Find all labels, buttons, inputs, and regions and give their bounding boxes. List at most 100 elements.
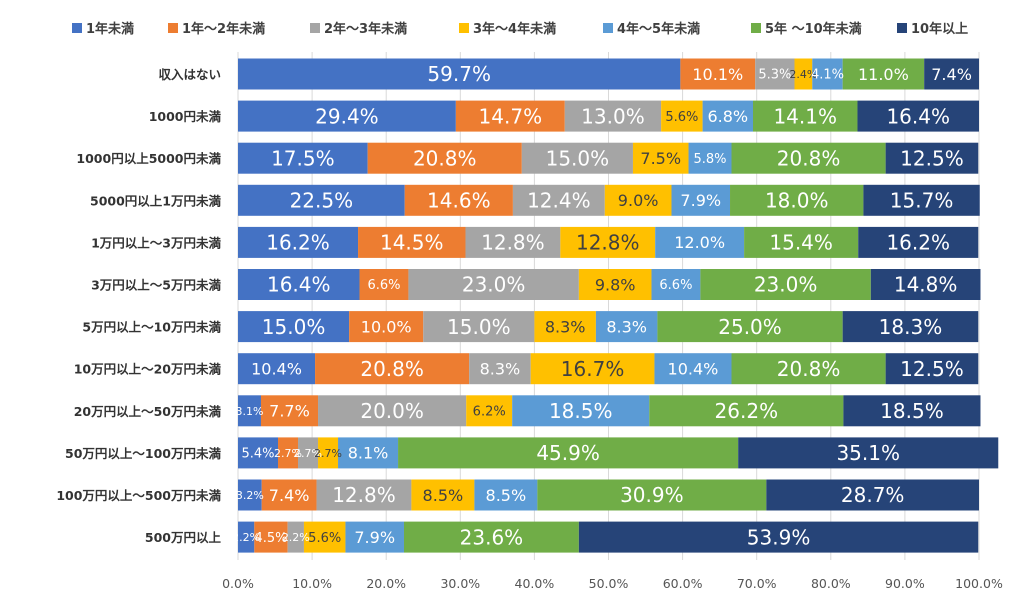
bar-value-label: 5.6%: [665, 110, 698, 125]
bar-segment: [752, 100, 858, 132]
bar-value-label: 8.1%: [348, 444, 389, 463]
x-tick-label: 30.0%: [440, 576, 480, 591]
bar-value-label: 15.0%: [447, 315, 511, 339]
bar-segment: [885, 353, 979, 385]
x-tick-label: 100.0%: [955, 576, 1003, 591]
bar-segment: [530, 353, 655, 385]
legend-swatch: [72, 23, 82, 33]
category-label: 5000円以上1万円未満: [90, 193, 221, 208]
category-label: 500万円以上: [145, 530, 222, 545]
bar-value-label: 8.5%: [486, 486, 527, 505]
bar-value-label: 4.5%: [254, 531, 287, 546]
category-label: 収入はない: [158, 67, 221, 82]
bar-value-label: 12.5%: [900, 357, 964, 381]
bar-value-label: 22.5%: [290, 189, 354, 213]
bar-value-label: 6.8%: [707, 107, 748, 126]
bar-value-label: 14.1%: [773, 104, 837, 128]
bar-segment: [403, 521, 579, 553]
x-tick-label: 50.0%: [589, 576, 629, 591]
bar-value-label: 2.7%: [274, 447, 302, 460]
bar-segment: [318, 437, 339, 469]
bar-segment: [298, 437, 319, 469]
bar-value-label: 16.2%: [266, 231, 330, 255]
bar-segment: [238, 395, 261, 427]
bar-segment: [238, 311, 350, 343]
legend-label: 2年～3年未満: [324, 21, 407, 37]
x-tick-label: 80.0%: [811, 576, 851, 591]
bar-segment: [238, 353, 316, 385]
category-label: 1万円以上～3万円未満: [91, 235, 221, 250]
category-label: 1000円未満: [149, 109, 222, 124]
bar-segment: [632, 142, 689, 174]
legend-swatch: [751, 23, 761, 33]
bar-value-label: 25.0%: [718, 315, 782, 339]
bar-segment: [766, 479, 979, 511]
bar-segment: [731, 142, 886, 174]
bar-segment: [578, 521, 979, 553]
bar-value-label: 14.5%: [380, 231, 444, 255]
x-tick-label: 10.0%: [292, 576, 332, 591]
bar-value-label: 29.4%: [315, 104, 379, 128]
bar-value-label: 16.7%: [561, 357, 625, 381]
bar-segment: [738, 437, 999, 469]
bar-segment: [303, 521, 346, 553]
bar-segment: [465, 226, 561, 258]
bar-value-label: 12.0%: [674, 233, 725, 252]
bar-value-label: 28.7%: [841, 483, 905, 507]
bar-value-label: 20.8%: [360, 357, 424, 381]
bar-segment: [537, 479, 767, 511]
bar-segment: [654, 353, 732, 385]
bar-segment: [359, 269, 409, 300]
bar-value-label: 16.4%: [886, 104, 950, 128]
bar-value-label: 53.9%: [747, 525, 811, 549]
category-label: 100万円以上～500万円未満: [56, 488, 221, 503]
bar-value-label: 2.4%: [789, 68, 817, 81]
bar-value-label: 2.2%: [232, 531, 260, 544]
bar-value-label: 12.4%: [527, 189, 591, 213]
bar-segment: [578, 269, 652, 300]
bar-value-label: 3.1%: [236, 405, 264, 418]
bar-value-label: 7.9%: [354, 528, 395, 547]
bar-value-label: 23.6%: [460, 525, 524, 549]
bar-value-label: 2.2%: [282, 531, 310, 544]
bar-segment: [466, 395, 513, 427]
bar-segment: [870, 269, 981, 300]
bar-segment: [238, 269, 360, 300]
bar-value-label: 20.8%: [777, 146, 841, 170]
bar-segment: [560, 226, 656, 258]
bar-segment: [404, 184, 513, 216]
legend-swatch: [168, 23, 178, 33]
bar-segment: [345, 521, 404, 553]
category-label: 5万円以上～10万円未満: [82, 320, 221, 335]
bar-value-label: 3.2%: [236, 489, 264, 502]
bar-value-label: 7.5%: [640, 149, 681, 168]
bar-segment: [238, 437, 279, 469]
bar-segment: [316, 479, 412, 511]
bar-value-label: 5.6%: [308, 531, 341, 546]
bar-value-label: 10.4%: [668, 359, 719, 378]
legend-swatch: [310, 23, 320, 33]
gridlines: [237, 52, 980, 560]
legend: 1年未満 1年～2年未満 2年～3年未満 3年～4年未満 4年～5年未満 5年 ～10年未…: [72, 21, 968, 37]
bar-segment: [604, 184, 672, 216]
bar-value-label: 12.8%: [481, 231, 545, 255]
bar-segment: [398, 437, 739, 469]
category-label: 50万円以上～100万円未満: [65, 446, 221, 461]
bar-segment: [358, 226, 466, 258]
bar-value-label: 23.0%: [462, 273, 526, 297]
bar-value-label: 14.7%: [479, 104, 543, 128]
bar-value-label: 35.1%: [836, 441, 900, 465]
bar-segment: [794, 58, 813, 90]
bar-segment: [595, 311, 658, 343]
bar-segment: [238, 521, 255, 553]
bar-value-label: 30.9%: [620, 483, 684, 507]
legend-label: 4年～5年未満: [617, 21, 700, 37]
bar-segment: [863, 184, 980, 216]
bar-segment: [278, 437, 299, 469]
bar-value-label: 12.8%: [576, 231, 640, 255]
bar-segment: [238, 184, 405, 216]
bar-value-label: 5.8%: [694, 152, 727, 167]
bar-value-label: 45.9%: [536, 441, 600, 465]
bar-segment: [885, 142, 979, 174]
